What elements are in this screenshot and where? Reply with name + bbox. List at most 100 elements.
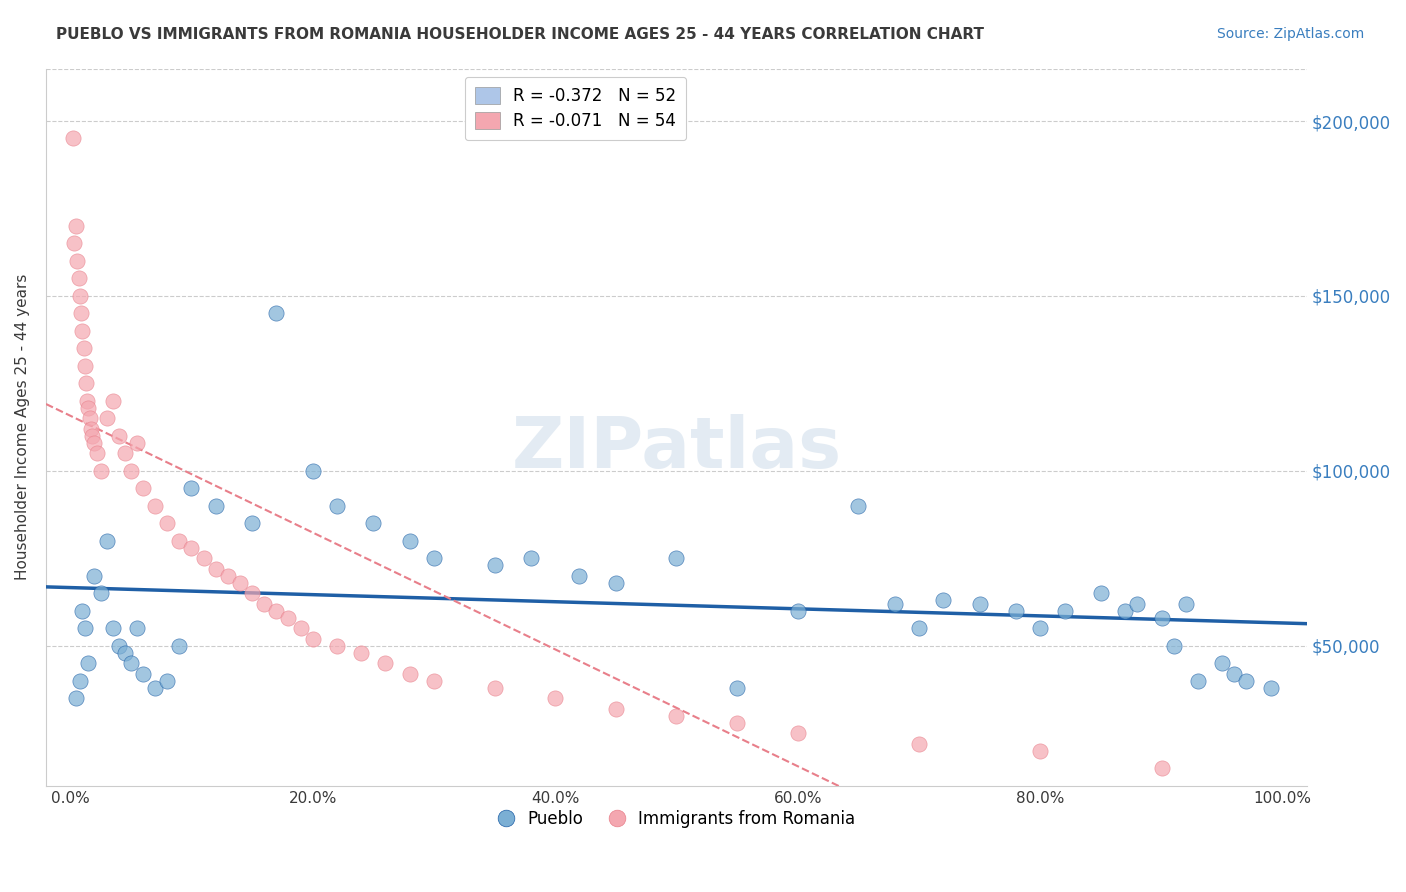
Point	[423, 673, 446, 688]
Point	[79, 411, 101, 425]
Point	[725, 681, 748, 695]
Point	[120, 657, 142, 671]
Point	[80, 422, 103, 436]
Point	[107, 639, 129, 653]
Point	[180, 541, 202, 555]
Point	[1126, 597, 1149, 611]
Point	[69, 289, 91, 303]
Point	[848, 499, 870, 513]
Point	[76, 393, 98, 408]
Legend: Pueblo, Immigrants from Romania: Pueblo, Immigrants from Romania	[491, 804, 862, 835]
Point	[423, 551, 446, 566]
Point	[1211, 657, 1233, 671]
Point	[665, 708, 688, 723]
Point	[326, 639, 349, 653]
Point	[1187, 673, 1209, 688]
Point	[70, 306, 93, 320]
Point	[156, 516, 179, 531]
Point	[484, 681, 506, 695]
Point	[169, 533, 191, 548]
Point	[1114, 604, 1136, 618]
Point	[1234, 673, 1257, 688]
Point	[253, 597, 276, 611]
Point	[1090, 586, 1112, 600]
Point	[240, 586, 263, 600]
Point	[1029, 744, 1052, 758]
Point	[180, 482, 202, 496]
Point	[125, 621, 148, 635]
Point	[520, 551, 543, 566]
Point	[484, 558, 506, 573]
Point	[568, 569, 591, 583]
Point	[143, 499, 166, 513]
Point	[77, 401, 100, 415]
Point	[65, 219, 87, 233]
Point	[398, 666, 420, 681]
Point	[544, 691, 567, 706]
Point	[1029, 621, 1052, 635]
Point	[65, 691, 87, 706]
Point	[605, 575, 627, 590]
Point	[90, 586, 112, 600]
Point	[72, 324, 94, 338]
Point	[75, 376, 97, 391]
Point	[1150, 611, 1173, 625]
Text: PUEBLO VS IMMIGRANTS FROM ROMANIA HOUSEHOLDER INCOME AGES 25 - 44 YEARS CORRELAT: PUEBLO VS IMMIGRANTS FROM ROMANIA HOUSEH…	[56, 27, 984, 42]
Point	[1163, 639, 1185, 653]
Point	[398, 533, 420, 548]
Point	[217, 569, 239, 583]
Point	[665, 551, 688, 566]
Point	[605, 702, 627, 716]
Point	[77, 657, 100, 671]
Point	[1174, 597, 1197, 611]
Point	[80, 429, 103, 443]
Point	[266, 604, 288, 618]
Point	[932, 593, 955, 607]
Point	[290, 621, 312, 635]
Point	[72, 342, 94, 356]
Point	[107, 429, 129, 443]
Point	[1223, 666, 1246, 681]
Point	[96, 533, 118, 548]
Point	[101, 621, 124, 635]
Point	[83, 569, 105, 583]
Point	[156, 673, 179, 688]
Point	[969, 597, 991, 611]
Point	[725, 715, 748, 730]
Point	[204, 562, 226, 576]
Point	[72, 604, 94, 618]
Point	[908, 737, 931, 751]
Point	[86, 446, 108, 460]
Point	[363, 516, 385, 531]
Point	[193, 551, 215, 566]
Point	[90, 464, 112, 478]
Point	[266, 306, 288, 320]
Point	[326, 499, 349, 513]
Point	[69, 673, 91, 688]
Point	[125, 436, 148, 450]
Point	[73, 359, 96, 373]
Text: Source: ZipAtlas.com: Source: ZipAtlas.com	[1216, 27, 1364, 41]
Point	[374, 657, 396, 671]
Point	[301, 464, 323, 478]
Point	[277, 611, 299, 625]
Point	[786, 604, 808, 618]
Point	[169, 639, 191, 653]
Point	[1260, 681, 1282, 695]
Point	[229, 575, 252, 590]
Point	[114, 446, 136, 460]
Point	[1150, 761, 1173, 775]
Point	[101, 393, 124, 408]
Point	[114, 646, 136, 660]
Point	[96, 411, 118, 425]
Point	[73, 621, 96, 635]
Point	[120, 464, 142, 478]
Point	[908, 621, 931, 635]
Y-axis label: Householder Income Ages 25 - 44 years: Householder Income Ages 25 - 44 years	[15, 274, 30, 581]
Point	[66, 254, 89, 268]
Point	[143, 681, 166, 695]
Point	[204, 499, 226, 513]
Text: ZIPatlas: ZIPatlas	[512, 414, 842, 483]
Point	[301, 632, 323, 646]
Point	[1005, 604, 1028, 618]
